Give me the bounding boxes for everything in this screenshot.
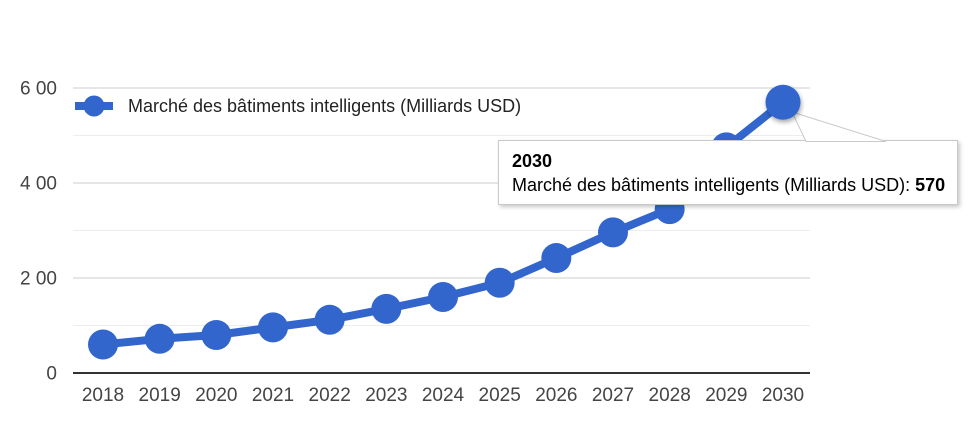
data-point-2018[interactable] (88, 329, 118, 360)
tooltip-series-line: Marché des bâtiments intelligents (Milli… (512, 173, 957, 197)
x-axis-tick-label: 2018 (82, 385, 124, 406)
data-point-2025[interactable] (484, 267, 515, 298)
y-axis-tick-label: 2 00 (20, 269, 57, 290)
data-point-2019[interactable] (144, 323, 175, 354)
data-point-2023[interactable] (371, 293, 402, 324)
x-axis-tick-label: 2029 (705, 385, 747, 406)
data-point-2026[interactable] (541, 243, 572, 274)
data-point-2020[interactable] (201, 320, 232, 350)
x-axis-tick-label: 2028 (649, 385, 691, 406)
x-axis-tick-label: 2021 (252, 385, 294, 406)
x-axis-tick-label: 2022 (309, 385, 351, 406)
x-axis-tick-label: 2024 (422, 385, 465, 406)
legend-item: Marché des bâtiments intelligents (Milli… (75, 95, 521, 117)
data-point-2022[interactable] (314, 304, 345, 335)
x-axis-tick-label: 2019 (139, 385, 181, 406)
x-axis-tick-label: 2026 (535, 385, 577, 406)
x-axis-tick-label: 2023 (365, 385, 407, 406)
data-point-2024[interactable] (428, 282, 459, 312)
data-point-2027[interactable] (598, 217, 629, 248)
x-axis-tick-label: 2030 (762, 385, 804, 406)
x-axis-tick-label: 2025 (479, 385, 521, 406)
x-axis-tick-label: 2027 (592, 385, 634, 406)
legend-series-marker-icon (75, 95, 113, 117)
y-axis-tick-label: 0 (46, 364, 57, 385)
y-axis-tick-label: 6 00 (20, 79, 57, 100)
tooltip-value: 570 (915, 175, 946, 195)
x-axis-tick-label: 2020 (195, 385, 237, 406)
tooltip-series-label: Marché des bâtiments intelligents (Milli… (512, 175, 911, 195)
legend-series-label: Marché des bâtiments intelligents (Milli… (128, 95, 522, 116)
data-point-2021[interactable] (258, 312, 289, 343)
tooltip-year: 2030 (512, 151, 553, 171)
y-axis-tick-label: 4 00 (20, 174, 57, 195)
tooltip: 2030 Marché des bâtiments intelligents (… (498, 140, 958, 205)
